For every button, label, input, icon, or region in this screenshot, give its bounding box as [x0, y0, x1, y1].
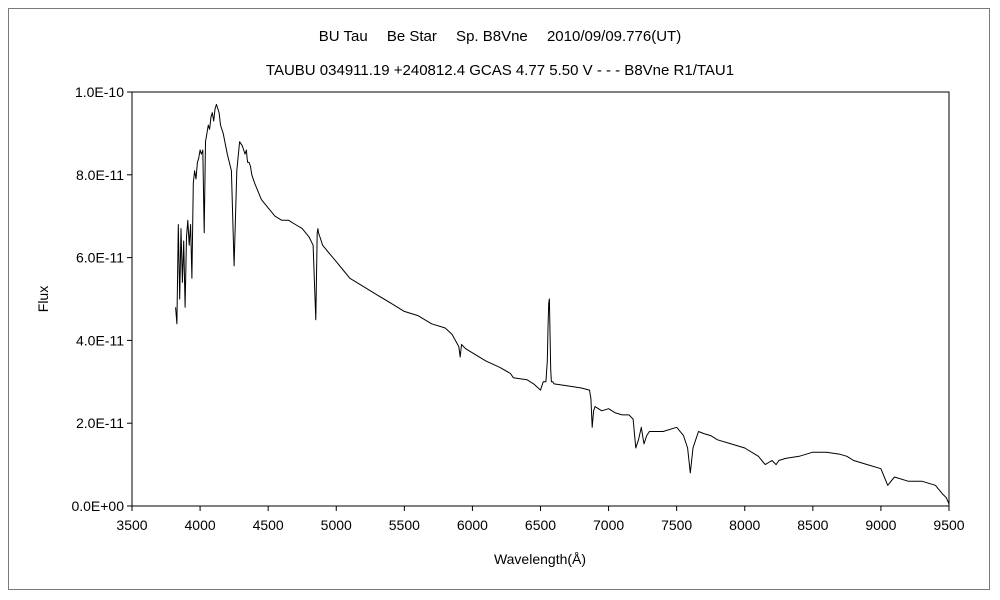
y-tick-label: 2.0E-11 — [76, 415, 124, 431]
y-axis: 0.0E+00 2.0E-11 4.0E-11 6.0E-11 8.0E-11 1.0E-… — [71, 84, 132, 514]
x-tick-label: 6000 — [457, 517, 488, 533]
y-tick-label: 6.0E-11 — [76, 250, 124, 266]
x-tick-label: 7000 — [593, 517, 624, 533]
x-tick-label: 8500 — [797, 517, 828, 533]
y-tick-label: 4.0E-11 — [76, 332, 124, 348]
x-axis: 3500 4000 4500 5000 5500 6000 6500 7000 7500 8000… — [116, 506, 965, 533]
chart-frame — [8, 8, 990, 590]
x-tick-label: 3500 — [116, 517, 147, 533]
x-tick-label: 4500 — [253, 517, 284, 533]
x-tick-label: 7500 — [661, 517, 692, 533]
series-layer — [175, 103, 950, 505]
x-tick-label: 9500 — [933, 517, 964, 533]
y-tick-label: 0.0E+00 — [71, 498, 124, 514]
x-tick-label: 5500 — [389, 517, 420, 533]
chart-title: BU Tau Be Star Sp. B8Vne 2010/09/09.776(… — [319, 28, 681, 45]
spectrum-line — [175, 103, 950, 505]
x-tick-label: 6500 — [525, 517, 556, 533]
x-tick-label: 8000 — [729, 517, 760, 533]
plot-area — [131, 91, 950, 507]
y-axis-label: Flux — [35, 286, 51, 312]
x-tick-label: 5000 — [321, 517, 352, 533]
y-tick-label: 8.0E-11 — [76, 167, 124, 183]
x-tick-label: 4000 — [185, 517, 216, 533]
chart-subtitle: TAUBU 034911.19 +240812.4 GCAS 4.77 5.50… — [266, 62, 734, 79]
y-tick-label: 1.0E-10 — [75, 84, 124, 100]
x-tick-label: 9000 — [865, 517, 896, 533]
x-axis-label: Wavelength(Å) — [494, 551, 586, 567]
